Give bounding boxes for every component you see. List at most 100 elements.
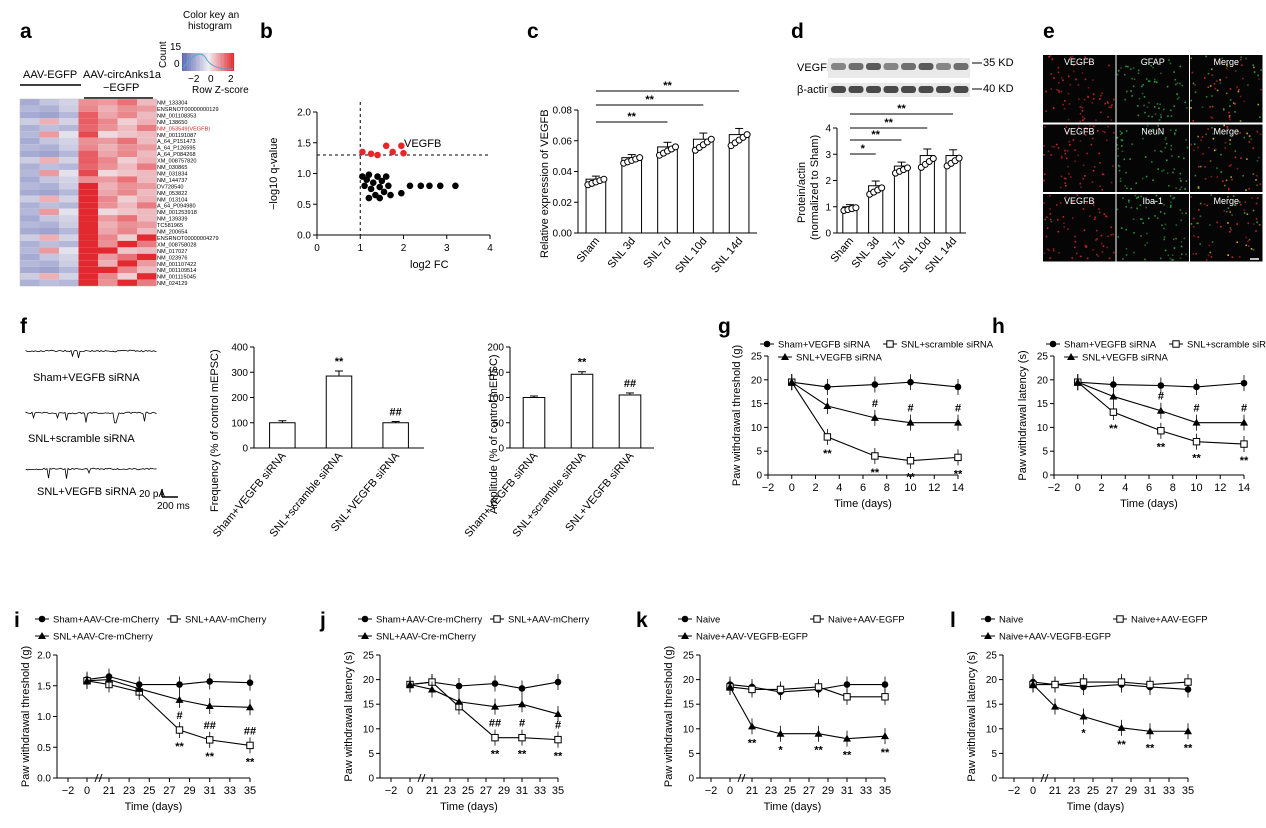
signal-speck bbox=[1081, 106, 1084, 109]
signal-speck bbox=[1112, 233, 1114, 236]
color-key-cell bbox=[204, 53, 206, 71]
signal-speck bbox=[1190, 223, 1193, 225]
signal-speck bbox=[1060, 90, 1063, 93]
signal-speck bbox=[1175, 187, 1177, 189]
sig-mark: ** bbox=[663, 80, 672, 92]
ns-point bbox=[426, 182, 433, 190]
panel-b-xlabel: log2 FC bbox=[410, 259, 449, 271]
signal-speck bbox=[1245, 57, 1247, 60]
y-tick-label: 1.5 bbox=[297, 138, 311, 149]
signal-speck bbox=[1245, 244, 1248, 247]
heatmap-cell bbox=[98, 118, 118, 125]
signal-speck bbox=[1102, 245, 1105, 247]
signal-speck bbox=[1205, 55, 1207, 58]
signal-speck bbox=[1168, 59, 1170, 62]
signal-speck bbox=[1171, 259, 1174, 261]
signal-speck bbox=[1071, 200, 1074, 203]
heatmap-cell bbox=[137, 202, 157, 209]
signal-speck bbox=[1229, 143, 1231, 145]
signal-speck bbox=[1095, 229, 1098, 232]
y-tick-label: 0 bbox=[825, 229, 831, 240]
x-tick-label: 27 bbox=[163, 785, 175, 797]
panel-b-volcano: log2 FC −log10 q-value VEGFB 0.0 0.5 1.0 1.… bbox=[268, 102, 493, 271]
signal-speck bbox=[1107, 125, 1110, 128]
heatmap-cell bbox=[59, 137, 79, 145]
y-tick-label: 5 bbox=[756, 447, 762, 458]
sig-mark: ** bbox=[645, 94, 654, 106]
color-key-cell bbox=[183, 53, 185, 71]
legend-marker bbox=[886, 340, 894, 348]
signal-speck bbox=[1060, 77, 1063, 79]
ns-point bbox=[387, 191, 394, 199]
star-mark: ** bbox=[814, 745, 823, 757]
heatmap-cell bbox=[98, 131, 118, 138]
signal-speck bbox=[1201, 136, 1204, 138]
signal-speck bbox=[1057, 230, 1060, 233]
color-key-cell bbox=[210, 53, 212, 71]
star-mark: ** bbox=[906, 472, 915, 484]
signal-speck bbox=[1106, 246, 1108, 249]
y-tick-label: 0 bbox=[1042, 471, 1048, 482]
x-tick-label: 8 bbox=[884, 482, 890, 494]
ns-point bbox=[369, 179, 377, 187]
signal-speck bbox=[1090, 143, 1093, 146]
heatmap-cell bbox=[137, 182, 157, 190]
x-tick-label: 35 bbox=[244, 785, 256, 797]
signal-speck bbox=[1209, 160, 1212, 162]
y-tick-label: 25 bbox=[363, 651, 375, 662]
signal-speck bbox=[1228, 115, 1231, 117]
signal-speck bbox=[1185, 180, 1188, 182]
signal-speck bbox=[1232, 195, 1235, 197]
signal-speck bbox=[1141, 92, 1144, 95]
signal-speck bbox=[1229, 231, 1231, 233]
signal-speck bbox=[1234, 111, 1236, 113]
heatmap-cell bbox=[137, 260, 157, 267]
signal-speck bbox=[1162, 169, 1165, 172]
data-point bbox=[814, 729, 823, 737]
heatmap-cell bbox=[137, 228, 157, 235]
data-point bbox=[748, 685, 756, 694]
axis-break bbox=[98, 773, 103, 783]
axis-break bbox=[737, 773, 742, 783]
channel-label: VEGFB bbox=[1064, 196, 1095, 206]
data-point bbox=[787, 378, 796, 386]
blot-band-vegfb bbox=[866, 63, 881, 70]
signal-speck bbox=[1125, 65, 1127, 68]
color-key-cell bbox=[209, 53, 211, 71]
x-tick-label: 6 bbox=[1146, 482, 1152, 494]
panel-i-line: 0.0 0.5 1.0 1.5 2.0 −2 0 21 23 25 27 29 31 33 35 Time (… bbox=[20, 615, 267, 814]
heatmap-cell bbox=[20, 247, 40, 254]
heatmap-cell bbox=[20, 253, 40, 261]
signal-speck bbox=[1159, 211, 1162, 213]
blot-band-actin bbox=[936, 86, 951, 93]
heatmap-cell bbox=[59, 176, 79, 183]
color-key-cell bbox=[226, 53, 228, 71]
signal-speck bbox=[1216, 89, 1219, 92]
x-tick-label: 12 bbox=[1214, 482, 1226, 494]
signal-speck bbox=[1097, 255, 1100, 258]
signal-speck bbox=[1084, 174, 1086, 177]
signal-speck bbox=[1057, 71, 1060, 74]
hash-mark: # bbox=[519, 718, 525, 730]
signal-speck bbox=[1064, 182, 1067, 184]
data-point bbox=[1073, 378, 1082, 386]
signal-speck bbox=[1252, 249, 1255, 251]
signal-speck bbox=[1125, 247, 1128, 250]
color-key-cell bbox=[221, 53, 223, 71]
signal-speck bbox=[1067, 118, 1070, 121]
signal-speck bbox=[1110, 105, 1112, 107]
signal-speck bbox=[1117, 155, 1119, 157]
signal-speck bbox=[1056, 204, 1058, 206]
y-tick-label: 10 bbox=[363, 724, 375, 735]
signal-speck bbox=[1173, 168, 1176, 170]
heatmap-cell bbox=[117, 169, 137, 177]
bar bbox=[570, 373, 594, 449]
gene-label: NM_001115045 bbox=[157, 275, 196, 281]
legend-label: Naive bbox=[999, 615, 1023, 626]
signal-speck bbox=[1140, 235, 1142, 237]
signal-speck bbox=[1211, 74, 1214, 77]
y-tick-label: 20 bbox=[683, 675, 695, 686]
signal-speck bbox=[1220, 171, 1223, 173]
signal-speck bbox=[1154, 215, 1156, 217]
